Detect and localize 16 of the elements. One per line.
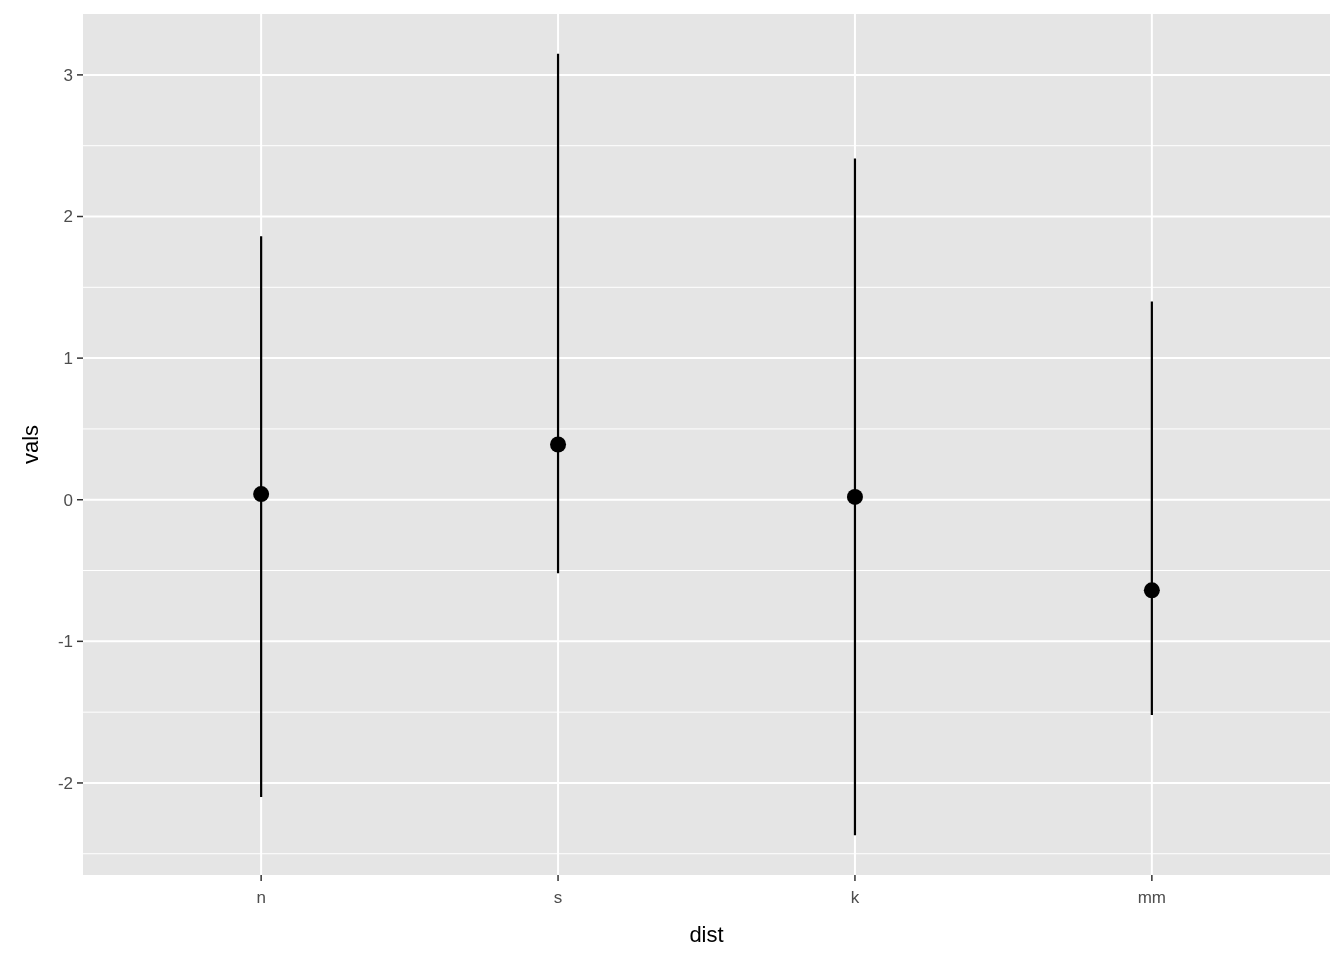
x-tick-label: n [256,888,266,907]
x-axis-title: dist [689,922,724,947]
point [846,488,863,505]
y-tick-label: -1 [57,632,73,652]
y-tick-label: 2 [63,207,73,227]
point [253,486,270,503]
y-axis-title: vals [18,424,43,465]
y-tick-label: 0 [63,490,73,510]
y-tick-label: 3 [63,65,73,85]
point [550,436,567,453]
point [1143,582,1160,599]
y-tick-label: -2 [57,773,73,793]
x-tick-label: k [850,888,860,907]
x-tick-label: s [553,888,563,907]
y-tick-label: 1 [63,349,73,369]
x-tick-label: mm [1137,888,1167,907]
